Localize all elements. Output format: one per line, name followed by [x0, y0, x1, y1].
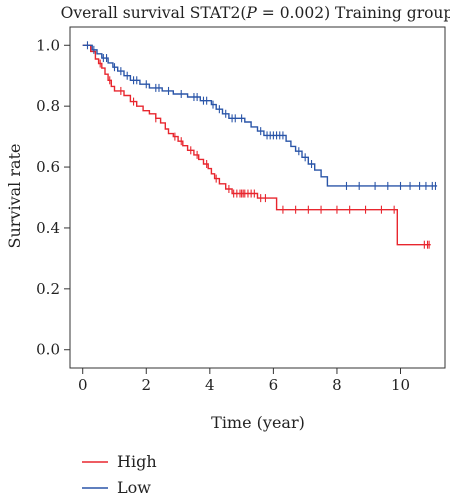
- survival-curve-high: [82, 44, 431, 246]
- x-tick-label: 4: [205, 376, 215, 394]
- chart-title-rest: = 0.002) Training group: [257, 4, 450, 22]
- x-axis-label: Time (year): [211, 413, 305, 432]
- y-axis-label: Survival rate: [5, 144, 24, 249]
- y-tick-label: 0.0: [36, 341, 60, 359]
- x-tick-label: 8: [332, 376, 342, 394]
- chart-title-prefix: Overall survival STAT2(: [61, 4, 247, 22]
- plot-border: [69, 26, 446, 369]
- plot-frame: [69, 26, 446, 369]
- y-axis: 0.0 0.2 0.4 0.6 0.8 1.0: [36, 36, 70, 359]
- series-layer: [82, 41, 438, 249]
- legend: High Low: [82, 452, 157, 497]
- x-tick-label: 0: [78, 376, 88, 394]
- y-tick-label: 1.0: [36, 36, 60, 54]
- y-tick-label: 0.4: [36, 219, 60, 237]
- legend-item-high: High: [82, 452, 157, 471]
- x-axis: 0 2 4 6 8 10: [78, 368, 410, 394]
- y-tick-label: 0.2: [36, 280, 60, 298]
- legend-label: High: [117, 452, 157, 471]
- x-tick-label: 6: [269, 376, 279, 394]
- series-high: [82, 44, 431, 249]
- series-low: [82, 41, 438, 190]
- x-tick-label: 10: [391, 376, 410, 394]
- survival-curve-low: [82, 44, 438, 187]
- chart-title-p: P: [245, 4, 257, 22]
- legend-label: Low: [117, 478, 151, 497]
- legend-item-low: Low: [82, 478, 151, 497]
- y-tick-label: 0.6: [36, 158, 60, 176]
- chart-title: Overall survival STAT2(P = 0.002) Traini…: [61, 4, 450, 22]
- y-tick-label: 0.8: [36, 97, 60, 115]
- x-tick-label: 2: [141, 376, 151, 394]
